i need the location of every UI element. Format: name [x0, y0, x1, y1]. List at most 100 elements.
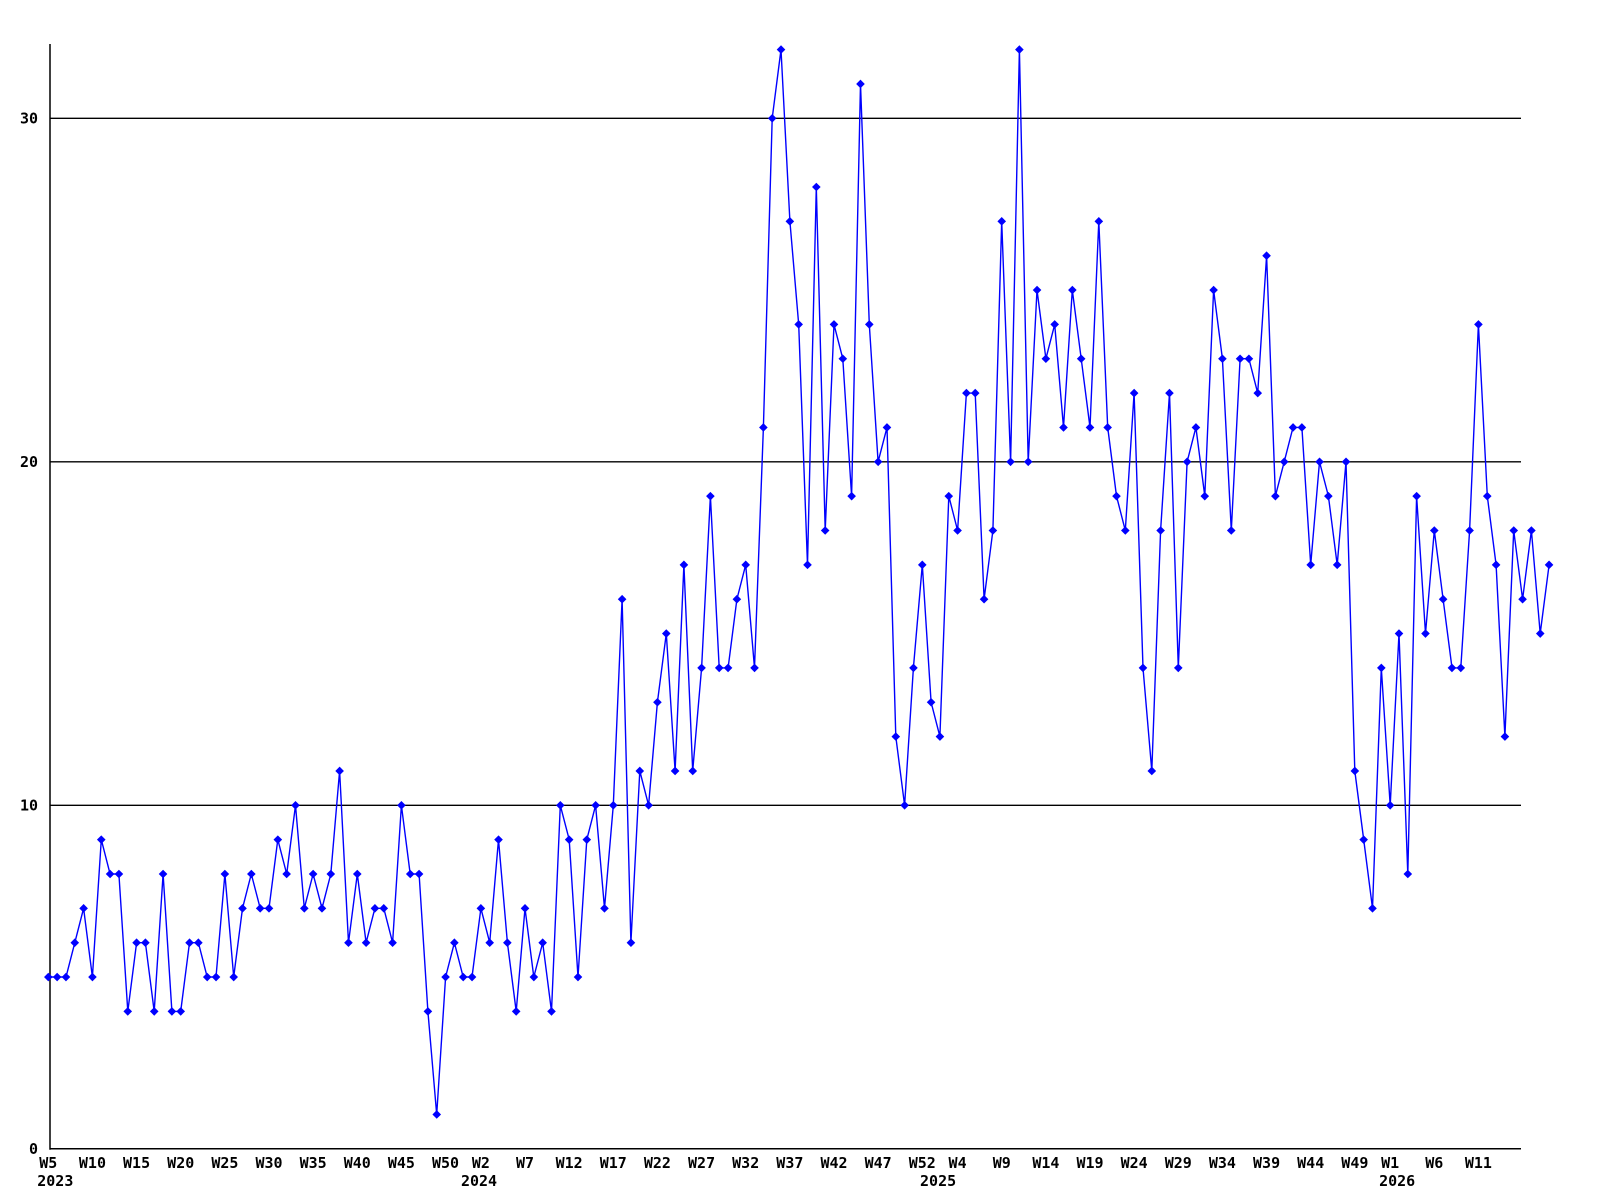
- data-point-marker: [1368, 904, 1377, 913]
- data-point-marker: [96, 835, 106, 844]
- data-point-marker: [856, 79, 865, 89]
- data-point-marker: [388, 938, 397, 948]
- data-point-marker: [926, 697, 936, 707]
- data-point-marker: [582, 835, 592, 844]
- data-point-marker: [1023, 457, 1033, 467]
- axes: [49, 44, 1521, 1150]
- data-point-marker: [132, 938, 141, 948]
- x-tick-label-2023-w45: W45: [388, 1154, 415, 1172]
- x-tick-label-2024-w52: W52: [909, 1154, 936, 1172]
- x-tick-label-2025-w4: W4: [949, 1154, 967, 1172]
- data-point-marker: [308, 869, 318, 879]
- data-point-marker: [70, 938, 80, 948]
- data-point-marker: [847, 491, 856, 501]
- data-point-marker: [141, 938, 150, 948]
- data-point-marker: [317, 904, 327, 913]
- data-point-marker: [776, 45, 786, 54]
- data-point-marker: [706, 491, 715, 501]
- data-point-marker: [635, 766, 645, 776]
- data-point-marker: [1474, 320, 1483, 329]
- data-point-marker: [944, 491, 954, 501]
- data-point-marker: [194, 938, 203, 948]
- data-point-marker: [1182, 457, 1192, 467]
- data-point-marker: [750, 663, 759, 673]
- year-label-2024: 2024: [461, 1172, 497, 1190]
- data-point-marker: [467, 972, 477, 982]
- data-point-marker: [547, 1007, 556, 1016]
- data-point-marker: [158, 869, 168, 879]
- x-tick-label-2025-w24: W24: [1121, 1154, 1148, 1172]
- data-point-marker: [723, 663, 733, 673]
- data-point-marker: [1412, 491, 1421, 501]
- x-tick-label-2025-w29: W29: [1165, 1154, 1192, 1172]
- data-point-marker: [1377, 663, 1386, 673]
- data-point-marker: [935, 732, 945, 741]
- data-point-marker: [1173, 663, 1183, 673]
- data-point-marker: [759, 423, 768, 432]
- x-tick-label-2026-w6: W6: [1425, 1154, 1443, 1172]
- data-point-marker: [741, 560, 751, 570]
- data-point-marker: [1403, 869, 1413, 879]
- data-point-marker: [405, 869, 415, 879]
- data-point-marker: [423, 1007, 433, 1016]
- data-point-marker: [529, 972, 539, 982]
- data-point-marker: [1076, 354, 1086, 364]
- data-point-marker: [1059, 423, 1068, 432]
- data-point-marker: [670, 766, 680, 776]
- data-point-marker: [485, 938, 495, 948]
- data-point-marker: [1226, 526, 1236, 535]
- data-point-marker: [1112, 491, 1121, 501]
- data-point-marker: [1209, 285, 1218, 295]
- data-point-marker: [1359, 835, 1368, 844]
- x-tick-label-2023-w30: W30: [255, 1154, 282, 1172]
- data-point-marker: [43, 972, 53, 982]
- data-point-marker: [838, 354, 848, 364]
- data-point-marker: [1165, 388, 1174, 398]
- data-point-marker: [1068, 285, 1077, 295]
- data-point-marker: [1279, 457, 1289, 467]
- data-point-marker: [803, 560, 812, 570]
- data-point-marker: [873, 457, 883, 467]
- data-point-marker: [1429, 526, 1439, 535]
- x-tick-label-2025-w14: W14: [1032, 1154, 1059, 1172]
- data-point-marker: [1121, 526, 1130, 535]
- data-point-marker: [688, 766, 698, 776]
- data-point-marker: [679, 560, 689, 570]
- x-tick-label-2024-w2: W2: [472, 1154, 490, 1172]
- data-point-marker: [1262, 251, 1271, 261]
- data-point-marker: [255, 904, 265, 913]
- data-point-marker: [661, 629, 671, 638]
- x-tick-label-2024-w12: W12: [556, 1154, 583, 1172]
- data-point-marker: [52, 972, 62, 982]
- data-point-marker: [476, 904, 486, 913]
- data-point-marker: [379, 904, 389, 913]
- data-point-marker: [414, 869, 424, 879]
- gridlines: [50, 117, 1521, 806]
- data-point-marker: [626, 938, 636, 948]
- y-tick-label: 20: [20, 453, 38, 471]
- data-point-marker: [697, 663, 706, 673]
- x-tick-label-2023-w40: W40: [344, 1154, 371, 1172]
- data-point-marker: [1315, 457, 1324, 467]
- data-point-marker: [864, 320, 874, 329]
- x-tick-label-2024-w22: W22: [644, 1154, 671, 1172]
- data-point-marker: [105, 869, 115, 879]
- x-tick-label-2023-w35: W35: [300, 1154, 327, 1172]
- data-point-marker: [564, 835, 574, 844]
- x-tick-label-2024-w17: W17: [600, 1154, 627, 1172]
- data-point-marker: [344, 938, 353, 948]
- data-point-marker: [538, 938, 547, 948]
- data-point-marker: [1271, 491, 1280, 501]
- data-point-marker: [1465, 526, 1474, 535]
- data-point-marker: [167, 1007, 177, 1016]
- year-label-2026: 2026: [1379, 1172, 1415, 1190]
- data-point-marker: [1456, 663, 1466, 673]
- x-tick-labels: W5 W10 W15 W20 W25 W30 W35 W40 W45 W50 W2 W7 W12 W17 W…: [39, 1154, 1492, 1172]
- data-point-marker: [1385, 800, 1395, 810]
- data-point-marker: [997, 217, 1007, 226]
- data-point-marker: [1218, 354, 1227, 364]
- data-point-marker: [1094, 217, 1104, 226]
- x-tick-label-2024-w37: W37: [776, 1154, 803, 1172]
- data-point-marker: [1138, 663, 1148, 673]
